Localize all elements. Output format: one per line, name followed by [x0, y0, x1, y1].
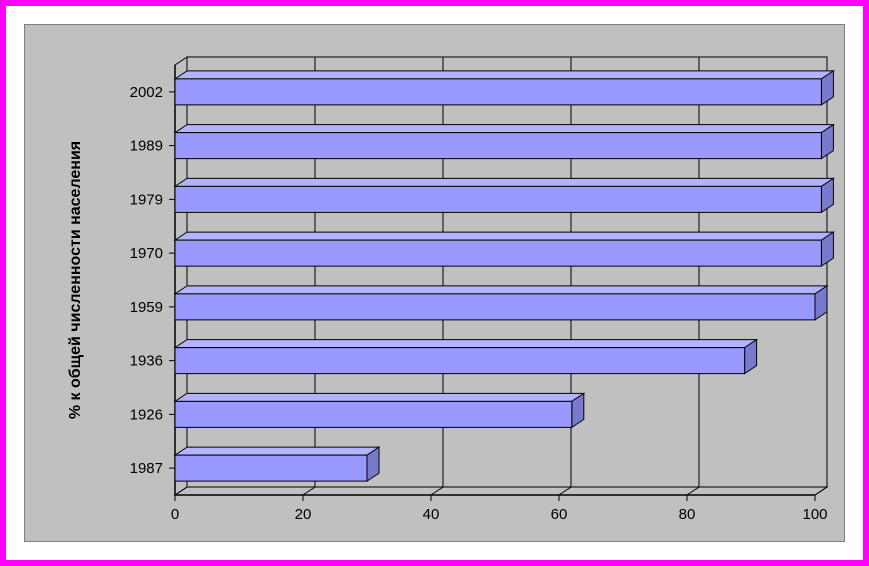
bar: [175, 447, 379, 481]
x-tick-label: 60: [551, 506, 568, 523]
y-tick-label: 1959: [130, 299, 163, 316]
chart-floor: [175, 487, 827, 495]
y-tick-label: 1926: [130, 406, 163, 423]
x-tick-label: 40: [423, 506, 440, 523]
chart-panel: 0 20 40 60 80 100 1987 1926 1936 1959 1970 1979 1989…: [24, 24, 845, 542]
y-tick-label: 1989: [130, 138, 163, 155]
x-tick-label: 80: [679, 506, 696, 523]
bar: [175, 71, 833, 105]
bar-chart-3d: 0 20 40 60 80 100 1987 1926 1936 1959 1970 1979 1989…: [25, 25, 846, 543]
bar: [175, 286, 827, 320]
y-axis-title: % к общей численности населения: [67, 141, 84, 419]
bar: [175, 125, 833, 159]
bar: [175, 232, 833, 266]
x-tick-label: 100: [802, 506, 827, 523]
x-tick-label: 0: [171, 506, 179, 523]
chart-side-wall: [175, 57, 187, 495]
chart-container: 0 20 40 60 80 100 1987 1926 1936 1959 1970 1979 1989…: [0, 0, 869, 566]
bar: [175, 340, 757, 374]
y-tick-label: 1970: [130, 245, 163, 262]
y-tick-label: 1979: [130, 191, 163, 208]
y-tick-label: 1936: [130, 353, 163, 370]
bar: [175, 393, 584, 427]
y-tick-label: 1987: [130, 460, 163, 477]
bar: [175, 178, 833, 212]
x-tick-label: 20: [295, 506, 312, 523]
y-tick-label: 2002: [130, 84, 163, 101]
